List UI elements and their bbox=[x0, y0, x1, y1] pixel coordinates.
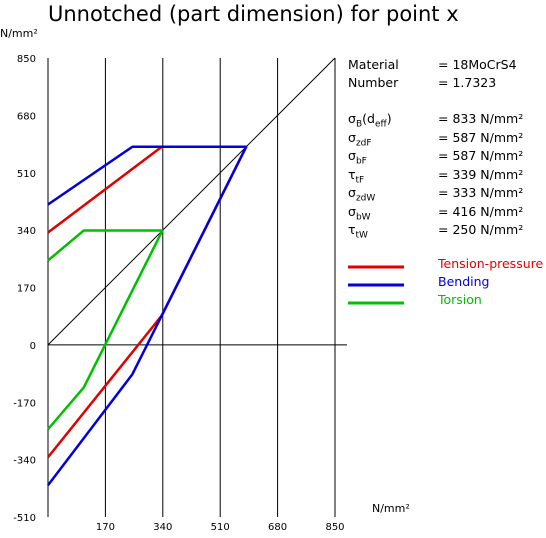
property-value: = 1.7323 bbox=[438, 75, 497, 90]
property-value: = 18MoCrS4 bbox=[438, 57, 517, 72]
property-value: = 587 N/mm² bbox=[438, 129, 524, 145]
property-value: = 333 N/mm² bbox=[438, 185, 524, 200]
legend-label: Torsion bbox=[438, 292, 482, 307]
series-line-bending bbox=[47, 145, 248, 487]
y-tick-label: 0 bbox=[30, 341, 36, 352]
chart-series bbox=[47, 145, 248, 487]
x-tick-label: 680 bbox=[268, 522, 287, 533]
property-value: = 833 N/mm² bbox=[438, 111, 524, 126]
diagonal-line bbox=[47, 57, 336, 346]
property-value: = 250 N/mm² bbox=[438, 222, 524, 237]
series-line-torsion bbox=[47, 229, 164, 431]
legend-label: Bending bbox=[438, 274, 490, 289]
y-tick-label: -170 bbox=[13, 398, 36, 409]
y-tick-label: 680 bbox=[17, 111, 36, 122]
x-tick-label: 510 bbox=[211, 522, 230, 533]
property-symbol: σB(deff) bbox=[348, 111, 392, 130]
y-tick-label: 510 bbox=[17, 169, 36, 180]
chart-title: Unnotched (part dimension) for point x bbox=[48, 2, 459, 26]
property-value: = 587 N/mm² bbox=[438, 148, 524, 163]
y-tick-label: 340 bbox=[17, 226, 36, 237]
y-tick-label: -340 bbox=[13, 456, 36, 467]
x-tick-label: 170 bbox=[96, 522, 115, 533]
property-value: = 339 N/mm² bbox=[438, 166, 524, 182]
x-tick-label: 850 bbox=[325, 522, 344, 533]
y-axis-label: N/mm² bbox=[0, 27, 38, 40]
y-tick-label: 850 bbox=[17, 54, 36, 65]
series-line-tension-pressure bbox=[47, 145, 248, 459]
x-tick-label: 340 bbox=[153, 522, 172, 533]
y-tick-label: -510 bbox=[13, 513, 36, 524]
property-label: Number bbox=[348, 75, 399, 90]
property-symbol: σbW bbox=[348, 203, 371, 223]
property-symbol: τtW bbox=[348, 222, 368, 241]
property-symbol: σzdW bbox=[348, 185, 376, 204]
property-symbol: τtF bbox=[348, 166, 365, 186]
x-axis-label: N/mm² bbox=[372, 502, 410, 515]
property-symbol: σzdF bbox=[348, 129, 372, 149]
property-label: Material bbox=[348, 57, 399, 72]
chart-ticks: 850 680 510 340 170 0 -170 -340 -510 170 340 510 680… bbox=[0, 27, 410, 533]
property-value: = 416 N/mm² bbox=[438, 203, 524, 219]
y-tick-label: 170 bbox=[17, 284, 36, 295]
chart-axes bbox=[47, 57, 347, 517]
legend-lines bbox=[348, 265, 404, 305]
property-symbol: σbF bbox=[348, 148, 367, 167]
legend-label: Tension-pressure bbox=[438, 256, 544, 271]
chart-grid bbox=[104, 58, 336, 517]
